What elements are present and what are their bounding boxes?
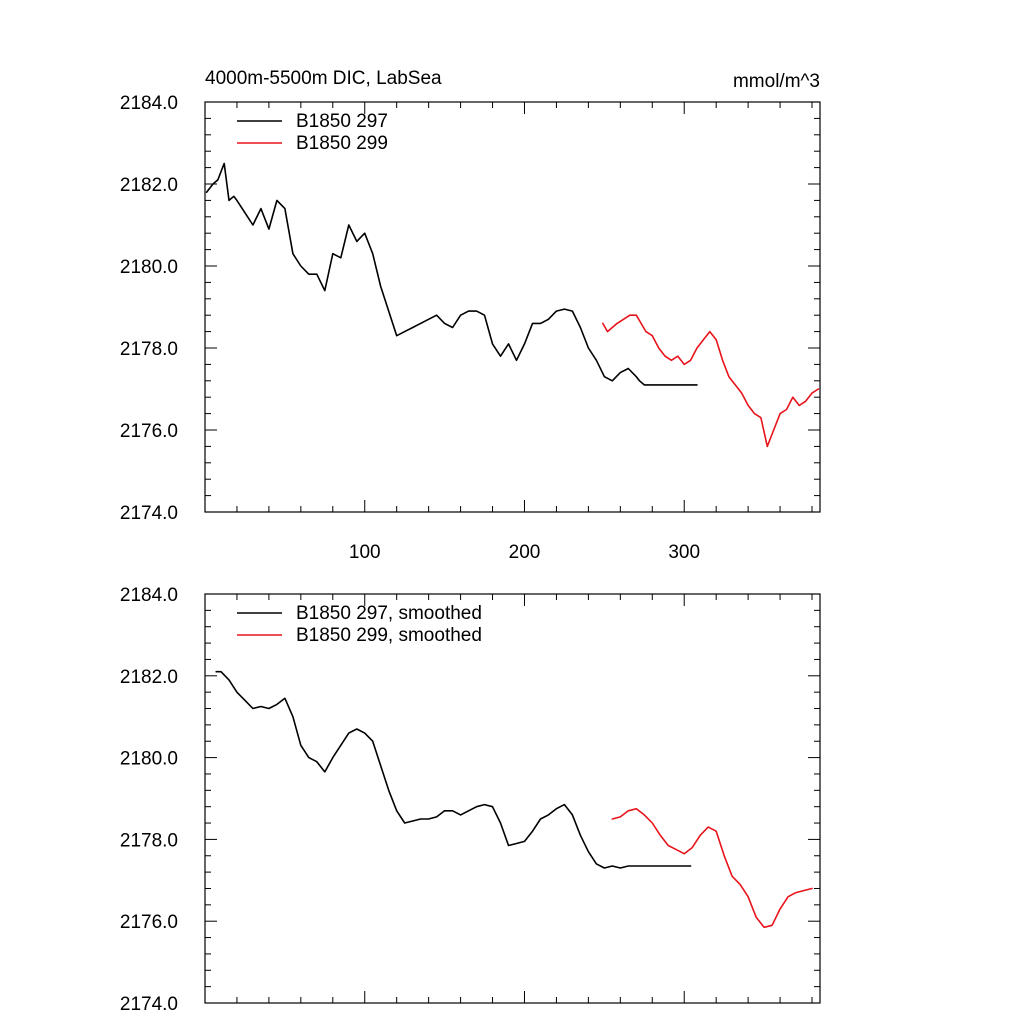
- legend-label: B1850 299, smoothed: [296, 625, 482, 646]
- legend-label: B1850 297: [296, 111, 388, 132]
- y-tick-label: 2176.0: [120, 421, 178, 442]
- y-tick-label: 2174.0: [120, 994, 178, 1015]
- x-tick-label: 100: [349, 542, 381, 563]
- series-line-b1850-297: [205, 162, 698, 386]
- x-tick-label: 200: [509, 542, 541, 563]
- y-tick-label: 2180.0: [120, 257, 178, 278]
- series-line-b1850-299: [611, 807, 813, 929]
- y-tick-label: 2176.0: [120, 912, 178, 933]
- chart-panel-smoothed: 2174.0 2176.0 2178.0 2180.0 2182.0 2184.0 B185…: [120, 585, 821, 1015]
- y-tick-label: 2182.0: [120, 667, 178, 688]
- plot-frame: [204, 593, 821, 1004]
- chart-panel-raw: 2174.0 2176.0 2178.0 2180.0 2182.0 2184.0 100 2…: [120, 93, 821, 563]
- figure-title: 4000m-5500m DIC, LabSea: [205, 68, 442, 89]
- y-tick-label: 2184.0: [120, 93, 178, 114]
- x-tick-label: 300: [668, 542, 700, 563]
- legend-label: B1850 297, smoothed: [296, 603, 482, 624]
- series-line-b1850-299: [601, 314, 820, 448]
- series-line-b1850-297: [215, 670, 692, 869]
- y-tick-label: 2178.0: [120, 339, 178, 360]
- y-tick-label: 2184.0: [120, 585, 178, 606]
- y-tick-label: 2178.0: [120, 830, 178, 851]
- y-tick-label: 2174.0: [120, 503, 178, 524]
- plot-frame: [204, 101, 821, 513]
- y-tick-label: 2180.0: [120, 749, 178, 770]
- legend-label: B1850 299: [296, 133, 388, 154]
- units-label: mmol/m^3: [733, 71, 820, 92]
- y-tick-label: 2182.0: [120, 175, 178, 196]
